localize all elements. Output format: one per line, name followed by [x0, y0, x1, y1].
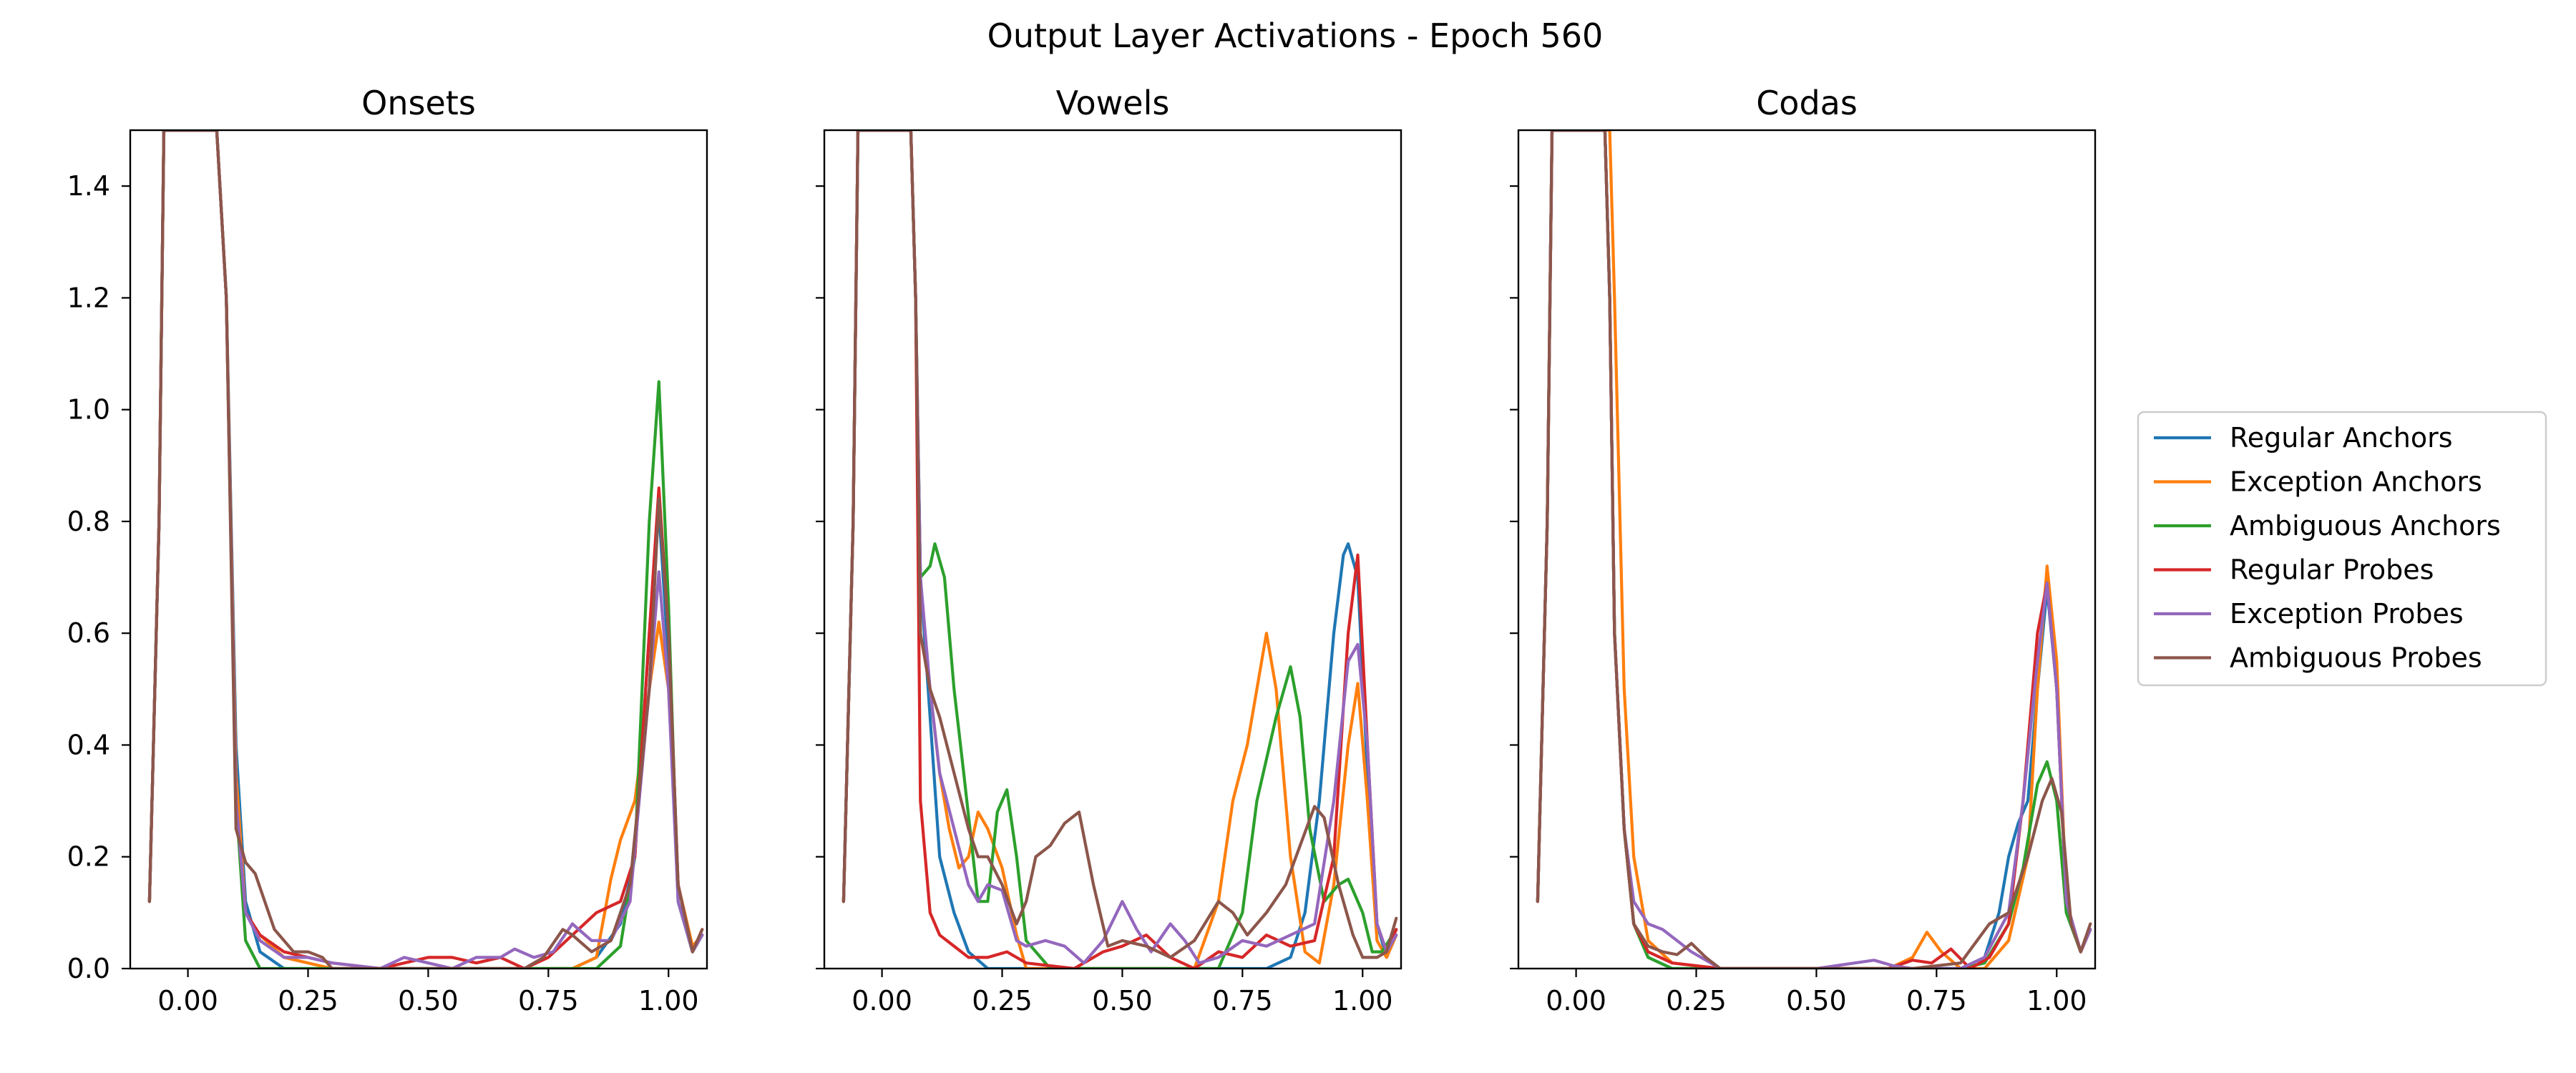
axes-codas: Codas 0.00 0.25 0.50 0.75 1.00	[1510, 84, 2097, 1016]
series-line-ambiguous-probes	[147, 130, 704, 969]
legend-item-exception-probes: Exception Probes	[2154, 598, 2464, 629]
series-line-exception-anchors	[147, 130, 704, 969]
y-tick-label: 1.4	[67, 170, 110, 202]
y-tick-label: 1.2	[67, 282, 110, 313]
legend-frame	[2137, 411, 2547, 687]
x-tick-label: 0.50	[1092, 985, 1153, 1016]
legend-label: Exception Anchors	[2230, 466, 2482, 498]
axes-frame	[129, 129, 708, 970]
series-line-ambiguous-probes	[1536, 130, 2092, 969]
x-tick-label: 0.00	[852, 985, 912, 1016]
x-tick-label: 1.00	[2026, 985, 2087, 1016]
axes-layer: Onsets 0.00 0.25 0.50 0.75 1.00 0.0 0.2 0.4 0.6 0.…	[67, 84, 2097, 1016]
axes-frame	[1517, 129, 2097, 970]
legend-item-regular-anchors: Regular Anchors	[2154, 422, 2453, 454]
axes-title: Vowels	[1056, 84, 1170, 122]
plot-area	[1536, 130, 2092, 969]
x-tick-label: 1.00	[638, 985, 699, 1016]
legend-item-exception-anchors: Exception Anchors	[2154, 466, 2482, 498]
x-tick-label: 0.25	[972, 985, 1033, 1016]
x-tick-label: 0.25	[278, 985, 338, 1016]
y-tick-label: 1.0	[67, 394, 110, 426]
axes-title: Onsets	[361, 84, 476, 122]
x-tick-label: 0.75	[518, 985, 579, 1016]
plot-area	[147, 130, 704, 969]
series-line-ambiguous-anchors	[147, 130, 704, 969]
legend-label: Regular Anchors	[2230, 422, 2453, 454]
x-tick-label: 0.50	[1786, 985, 1847, 1016]
legend: Regular Anchors Exception Anchors Ambiguou…	[2137, 411, 2547, 687]
legend-item-ambiguous-probes: Ambiguous Probes	[2154, 642, 2482, 674]
series-line-ambiguous-anchors	[1536, 130, 2092, 969]
axes-title: Codas	[1756, 84, 1858, 122]
x-tick-label: 0.50	[398, 985, 459, 1016]
y-tick-label: 0.0	[67, 953, 110, 984]
series-line-ambiguous-probes	[841, 130, 1398, 959]
axes-onsets: Onsets 0.00 0.25 0.50 0.75 1.00 0.0 0.2 0.4 0.6 0.…	[67, 84, 708, 1016]
x-tick-label: 0.25	[1666, 985, 1727, 1016]
plot-area	[841, 130, 1398, 969]
legend-label: Exception Probes	[2230, 598, 2464, 629]
x-tick-label: 0.00	[1546, 985, 1606, 1016]
series-line-exception-probes	[841, 130, 1398, 965]
legend-item-regular-probes: Regular Probes	[2154, 554, 2434, 586]
axes-vowels: Vowels 0.00 0.25 0.50 0.75 1.00	[816, 84, 1402, 1016]
x-tick-label: 0.75	[1906, 985, 1967, 1016]
figure-title: Output Layer Activations - Epoch 560	[987, 16, 1604, 55]
x-tick-label: 0.00	[157, 985, 218, 1016]
legend-item-ambiguous-anchors: Ambiguous Anchors	[2154, 510, 2501, 542]
y-tick-label: 0.8	[67, 506, 110, 537]
x-tick-label: 0.75	[1212, 985, 1273, 1016]
axes-frame	[823, 129, 1402, 970]
y-tick-label: 0.2	[67, 841, 110, 873]
y-tick-label: 0.6	[67, 617, 110, 649]
y-tick-label: 0.4	[67, 729, 110, 760]
legend-label: Ambiguous Probes	[2230, 642, 2482, 674]
legend-label: Ambiguous Anchors	[2230, 510, 2501, 542]
x-tick-label: 1.00	[1332, 985, 1393, 1016]
legend-label: Regular Probes	[2230, 554, 2434, 586]
